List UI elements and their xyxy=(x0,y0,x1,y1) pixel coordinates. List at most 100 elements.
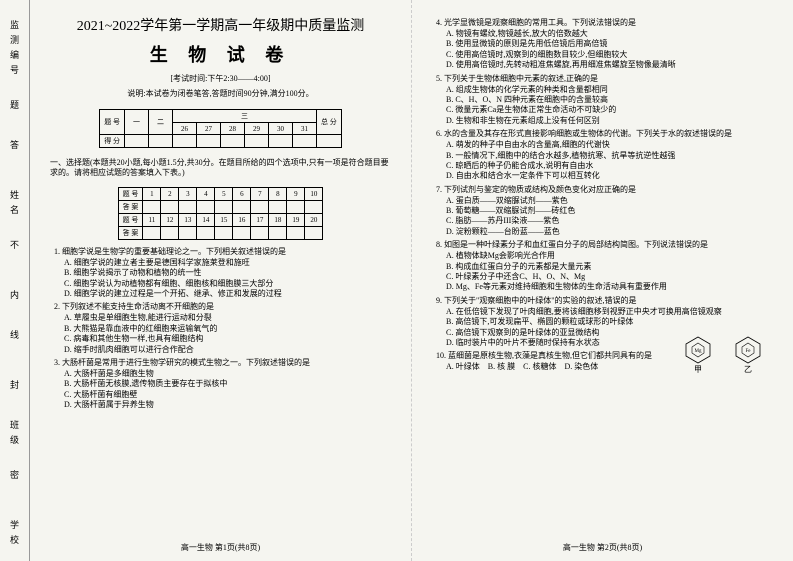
cell: 题 号 xyxy=(118,187,143,200)
q9-b: B. 高倍镜下,可发现扁平、椭圆的颗粒或球形的叶绿体 xyxy=(446,317,773,327)
cell: 11 xyxy=(143,213,161,226)
cell: 28 xyxy=(221,123,245,135)
margin-label: 班级 xyxy=(8,420,21,450)
q3-options: A. 大肠杆菌是多细胞生物 B. 大肠杆菌无核膜,遗传物质主要存在于拟核中 C.… xyxy=(64,369,391,411)
q3-c: C. 大肠杆菌有细胞壁 xyxy=(64,390,391,400)
q5-a: A. 组成生物体的化学元素的种类和含量都相同 xyxy=(446,85,773,95)
cell: 7 xyxy=(251,187,269,200)
q2-c: C. 病毒和其他生物一样,也具有细胞结构 xyxy=(64,334,391,344)
exam-title: 2021~2022学年第一学期高一年级期中质量监测 xyxy=(50,15,391,35)
q4-stem: 4. 光学显微镜是观察细胞的常用工具。下列说法错误的是 xyxy=(436,18,773,28)
section1-header: 一、选择题(本题共20小题,每小题1.5分,共30分。在题目所给的四个选项中,只… xyxy=(50,158,391,179)
footer-left: 高一生物 第1页(共8页) xyxy=(50,538,391,553)
margin-label: 答 xyxy=(8,140,21,155)
cell: 答 案 xyxy=(118,226,143,239)
q6-c: C. 晾晒后的种子仍能合成水,说明有自由水 xyxy=(446,161,773,171)
th-three: 三 xyxy=(173,110,317,123)
cell: 17 xyxy=(251,213,269,226)
q9-a: A. 在低倍镜下发现了叶肉细胞,要将该细胞移到视野正中央才可换用高倍镜观察 xyxy=(446,307,773,317)
q4-d: D. 使用高倍镜时,先转动粗准焦螺旋,再用细准焦螺旋至物像最清晰 xyxy=(446,60,773,70)
footer-right: 高一生物 第2页(共8页) xyxy=(432,538,773,553)
q4-b: B. 使用显微镜的原则是先用低倍镜后用高倍镜 xyxy=(446,39,773,49)
page-2: 4. 光学显微镜是观察细胞的常用工具。下列说法错误的是 A. 物镜有螺纹,物镜越… xyxy=(412,0,793,561)
q10-c: C. 核糖体 xyxy=(523,362,556,371)
margin-label: 姓名 xyxy=(8,190,21,220)
margin-label: 线 xyxy=(8,330,21,345)
cell: 26 xyxy=(173,123,197,135)
q6-d: D. 自由水和结合水一定条件下可以相互转化 xyxy=(446,171,773,181)
q3-b: B. 大肠杆菌无核膜,遗传物质主要存在于拟核中 xyxy=(64,379,391,389)
q4-c: C. 使用高倍镜时,观察到的细胞数目较少,但细胞较大 xyxy=(446,50,773,60)
svg-text:Fe: Fe xyxy=(746,349,752,354)
margin-label: 封 xyxy=(8,380,21,395)
q1-d: D. 细胞学说的建立过程是一个开拓、继承、修正和发展的过程 xyxy=(64,289,391,299)
th-one: 一 xyxy=(125,110,149,135)
cell: 27 xyxy=(197,123,221,135)
q1-c: C. 细胞学说认为动植物都有细胞、细胞核和细胞膜三大部分 xyxy=(64,279,391,289)
q7-a: A. 蛋白质——双缩脲试剂——紫色 xyxy=(446,196,773,206)
q2-stem: 2. 下列叙述不能支持生命活动离不开细胞的是 xyxy=(54,302,391,312)
cell: 13 xyxy=(179,213,197,226)
margin-label: 不 xyxy=(8,240,21,255)
exam-time: [考试时间:下午2:30——4:00] xyxy=(50,73,391,84)
cell: 20 xyxy=(305,213,323,226)
q5-b: B. C、H、O、N 四种元素在细胞中的含量较高 xyxy=(446,95,773,105)
mol-label-yi: 乙 xyxy=(733,364,763,375)
q7-c: C. 脂肪——苏丹III染液——紫色 xyxy=(446,216,773,226)
molecule-diagrams: Mg 甲 Fe 乙 xyxy=(683,335,763,365)
cell: 1 xyxy=(143,187,161,200)
q10-b: B. 核 膜 xyxy=(488,362,515,371)
molecule-jia: Mg 甲 xyxy=(683,335,713,365)
q7-options: A. 蛋白质——双缩脲试剂——紫色 B. 葡萄糖——双缩脲试剂——砖红色 C. … xyxy=(446,196,773,238)
cell: 12 xyxy=(161,213,179,226)
cell: 6 xyxy=(233,187,251,200)
cell: 10 xyxy=(305,187,323,200)
q3-a: A. 大肠杆菌是多细胞生物 xyxy=(64,369,391,379)
cell: 4 xyxy=(197,187,215,200)
cell: 31 xyxy=(293,123,317,135)
molecule-yi: Fe 乙 xyxy=(733,335,763,365)
q5-stem: 5. 下列关于生物体细胞中元素的叙述,正确的是 xyxy=(436,74,773,84)
binding-margin: 监测编号 题 答 姓名 不 内 线 封 班级 密 学校 xyxy=(0,0,30,561)
cell: 题 号 xyxy=(118,213,143,226)
cell: 5 xyxy=(215,187,233,200)
q1-b: B. 细胞学说揭示了动物和植物的统一性 xyxy=(64,268,391,278)
cell: 8 xyxy=(269,187,287,200)
q1-options: A. 细胞学说的建立者主要是德国科学家施莱登和施旺 B. 细胞学说揭示了动物和植… xyxy=(64,258,391,300)
q2-d: D. 缩手时肌肉细胞可以进行合作配合 xyxy=(64,345,391,355)
row-score: 得 分 xyxy=(100,135,125,148)
q5-d: D. 生物和非生物在元素组成上没有任何区别 xyxy=(446,116,773,126)
q8-c: C. 叶绿素分子中还含C、H、O、N、Mg xyxy=(446,272,693,282)
q2-b: B. 大熊猫是靠血液中的红细胞来运输氧气的 xyxy=(64,324,391,334)
cell: 29 xyxy=(245,123,269,135)
exam-instruction: 说明:本试卷为闭卷笔答,答题时间90分钟,满分100分。 xyxy=(50,88,391,99)
margin-label: 内 xyxy=(8,290,21,305)
margin-label: 题 xyxy=(8,100,21,115)
q6-b: B. 一般情况下,细胞中的结合水越多,植物抗寒、抗旱等抗逆性越强 xyxy=(446,151,773,161)
q8-a: A. 植物体缺Mg会影响光合作用 xyxy=(446,251,693,261)
page-1: 2021~2022学年第一学期高一年级期中质量监测 生 物 试 卷 [考试时间:… xyxy=(30,0,412,561)
th-num: 题 号 xyxy=(100,110,125,135)
q8-options: A. 植物体缺Mg会影响光合作用 B. 构成血红蛋白分子的元素都是大量元素 C.… xyxy=(446,251,773,293)
q6-a: A. 萌发的种子中自由水的含量高,细胞的代谢快 xyxy=(446,140,773,150)
cell: 30 xyxy=(269,123,293,135)
cell: 19 xyxy=(287,213,305,226)
q8-stem: 8. 如图是一种叶绿素分子和血红蛋白分子的局部结构简图。下列说法错误的是 xyxy=(436,240,773,250)
score-table: 题 号 一 二 三 总 分 26 27 28 29 30 31 得 分 xyxy=(99,109,342,148)
q7-d: D. 淀粉颗粒——台盼蓝——蓝色 xyxy=(446,227,773,237)
q7-b: B. 葡萄糖——双缩脲试剂——砖红色 xyxy=(446,206,773,216)
q2-options: A. 草履虫是单细胞生物,能进行运动和分裂 B. 大熊猫是靠血液中的红细胞来运输… xyxy=(64,313,391,355)
q8-d: D. Mg、Fe等元素对维持细胞和生物体的生命活动具有重要作用 xyxy=(446,282,693,292)
cell: 16 xyxy=(233,213,251,226)
q8-b: B. 构成血红蛋白分子的元素都是大量元素 xyxy=(446,262,693,272)
q7-stem: 7. 下列试剂与鉴定的物质或结构及颜色变化对应正确的是 xyxy=(436,185,773,195)
q1-stem: 1. 细胞学说是生物学的重要基础理论之一。下列相关叙述错误的是 xyxy=(54,247,391,257)
q5-options: A. 组成生物体的化学元素的种类和含量都相同 B. C、H、O、N 四种元素在细… xyxy=(446,85,773,127)
q4-options: A. 物镜有螺纹,物镜越长,放大的倍数越大 B. 使用显微镜的原则是先用低倍镜后… xyxy=(446,29,773,71)
q10-a: A. 叶绿体 xyxy=(446,362,480,371)
cell: 3 xyxy=(179,187,197,200)
th-total: 总 分 xyxy=(317,110,342,135)
cell: 15 xyxy=(215,213,233,226)
cell: 9 xyxy=(287,187,305,200)
answer-table: 题 号 1 2 3 4 5 6 7 8 9 10 答 案 题 号 11 12 1… xyxy=(118,187,324,240)
